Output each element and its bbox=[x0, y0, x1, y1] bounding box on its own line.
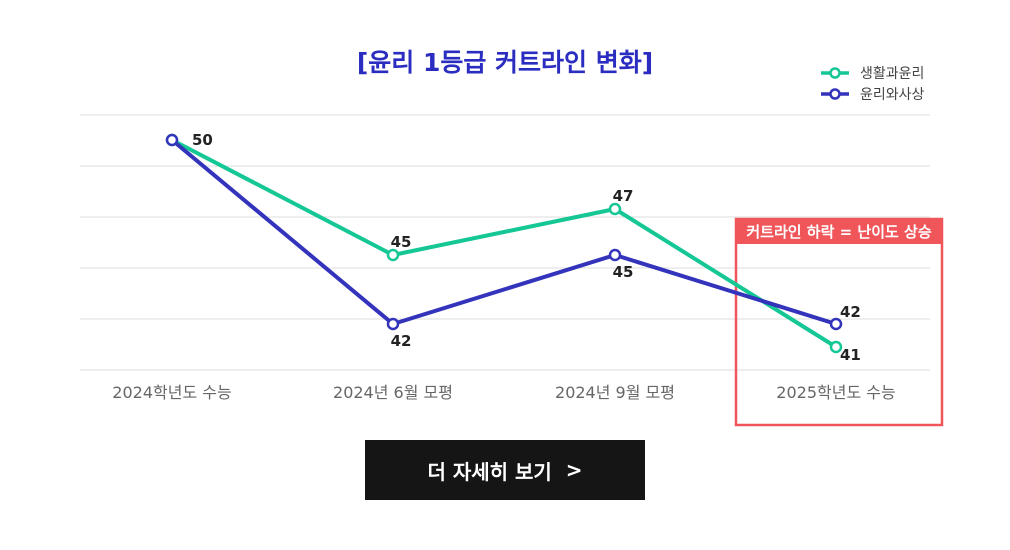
annotation-label-background bbox=[736, 219, 942, 244]
data-label: 41 bbox=[840, 346, 861, 364]
data-point bbox=[829, 340, 843, 354]
series-layer: 50 45 47 41 42 45 42 bbox=[165, 131, 861, 364]
x-tick-label: 2024학년도 수능 bbox=[112, 383, 231, 402]
data-point bbox=[386, 248, 400, 262]
data-point bbox=[608, 202, 622, 216]
chevron-right-icon: > bbox=[565, 458, 583, 482]
legend-label: 생활과윤리 bbox=[860, 66, 924, 82]
x-tick-label: 2024년 9월 모평 bbox=[555, 383, 675, 402]
series-line bbox=[171, 138, 838, 349]
data-label: 42 bbox=[840, 303, 861, 321]
data-point bbox=[608, 248, 622, 262]
x-tick-label: 2025학년도 수능 bbox=[776, 383, 895, 402]
data-point bbox=[165, 133, 179, 147]
line-chart: [윤리 1등급 커트라인 변화] 2024학년도 수능 2024년 6월 모평 20… bbox=[80, 48, 944, 427]
legend-marker bbox=[829, 67, 841, 79]
data-label: 42 bbox=[391, 332, 412, 350]
annotation-label: 커트라인 하락 = 난이도 상승 bbox=[746, 223, 931, 241]
data-label: 45 bbox=[391, 233, 412, 251]
data-label: 45 bbox=[613, 263, 634, 281]
x-axis-tick-labels: 2024학년도 수능 2024년 6월 모평 2024년 9월 모평 2025학년도 … bbox=[112, 383, 895, 402]
legend-marker bbox=[829, 88, 841, 100]
x-tick-label: 2024년 6월 모평 bbox=[333, 383, 453, 402]
legend-label: 윤리와사상 bbox=[860, 87, 925, 103]
data-label: 50 bbox=[192, 131, 213, 149]
series-line bbox=[170, 138, 837, 326]
view-more-button[interactable]: 더 자세히 보기 > bbox=[365, 440, 645, 500]
chart-title: [윤리 1등급 커트라인 변화] bbox=[357, 48, 653, 77]
view-more-label: 더 자세히 보기 bbox=[427, 459, 552, 484]
data-point bbox=[829, 317, 843, 331]
data-label: 47 bbox=[613, 187, 634, 205]
annotation-box: 커트라인 하락 = 난이도 상승 bbox=[734, 217, 944, 427]
data-point bbox=[386, 317, 400, 331]
